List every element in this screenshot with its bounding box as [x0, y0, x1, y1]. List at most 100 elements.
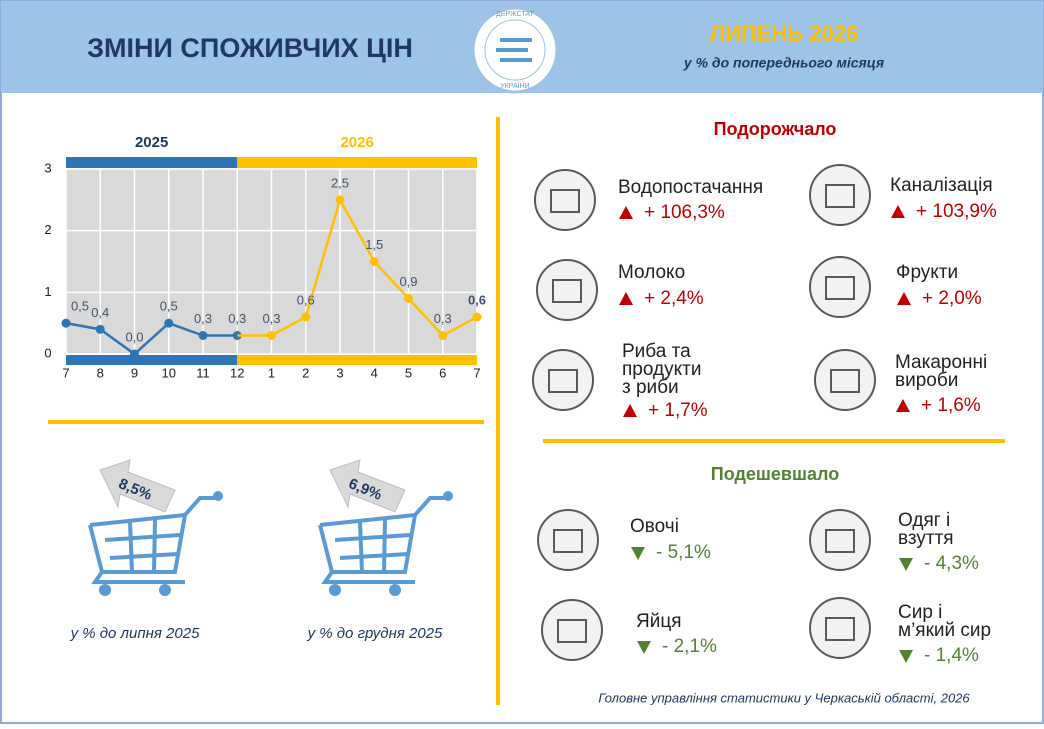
- item-name: Фрукти: [896, 262, 958, 283]
- x-tick-label: 3: [336, 365, 343, 380]
- data-point: [61, 318, 71, 328]
- item-icon-detail: [548, 369, 578, 393]
- cart-handle: [443, 491, 453, 501]
- item-icon: [534, 169, 596, 231]
- data-label: 0,3: [228, 311, 246, 326]
- month: ЛИПЕНЬ 2026: [710, 21, 859, 46]
- trend-arrow: [899, 650, 913, 663]
- item-icon: [814, 349, 876, 411]
- year-band: [66, 157, 238, 168]
- data-label: 0,4: [91, 305, 109, 320]
- item-value: + 103,9%: [916, 201, 997, 222]
- item-name: вироби: [895, 370, 958, 391]
- y-tick-label: 1: [44, 284, 51, 299]
- footer: Головне управління статистики у Черкаськ…: [598, 690, 970, 705]
- x-tick-label: 2: [302, 365, 309, 380]
- trend-arrow: [619, 292, 633, 305]
- item-name: Макаронні: [895, 352, 987, 373]
- x-tick-label: 4: [371, 365, 378, 380]
- x-tick-label: 12: [230, 365, 244, 380]
- subtitle: у % до попереднього місяця: [683, 55, 884, 71]
- data-point: [301, 312, 311, 322]
- data-point: [164, 318, 174, 328]
- x-tick-label: 9: [131, 365, 138, 380]
- item-name: Одяг і: [898, 510, 950, 531]
- data-point: [130, 349, 139, 359]
- x-tick-label: 5: [405, 365, 412, 380]
- data-point: [95, 324, 105, 334]
- item-name: Сир і: [898, 602, 942, 623]
- x-tick-label: 8: [97, 365, 104, 380]
- item-name: продукти: [622, 359, 701, 380]
- cart-wheel: [159, 584, 171, 596]
- item-value: + 1,7%: [648, 400, 708, 421]
- year-label: 2026: [340, 134, 373, 151]
- item-value: + 2,4%: [644, 288, 704, 309]
- item-value: - 1,4%: [924, 645, 979, 666]
- logo-ring: [484, 19, 546, 81]
- item-value: + 106,3%: [644, 202, 725, 223]
- x-tick-label: 7: [62, 365, 69, 380]
- cart-caption: у % до грудня 2025: [307, 625, 443, 642]
- item-name: Яйця: [636, 611, 682, 632]
- data-label: 1,5: [365, 237, 383, 252]
- y-tick-label: 3: [44, 160, 51, 175]
- data-point: [335, 195, 345, 205]
- item-name: з риби: [622, 377, 679, 398]
- x-tick-label: 11: [196, 365, 210, 380]
- item-icon: [809, 597, 871, 659]
- item-value: + 1,6%: [921, 395, 981, 416]
- series-line: [65, 321, 238, 356]
- data-point: [472, 312, 482, 322]
- data-point: [369, 257, 379, 266]
- cart-wheel: [99, 584, 111, 596]
- data-label: 0,5: [160, 299, 178, 314]
- trend-arrow: [899, 558, 913, 571]
- x-tick-label: 1: [268, 365, 275, 380]
- data-point: [438, 331, 448, 340]
- item-name: Овочі: [630, 516, 679, 537]
- y-tick-label: 2: [44, 222, 51, 237]
- item-value: + 2,0%: [922, 288, 982, 309]
- logo-text: ДЕРЖСТАТ: [496, 11, 534, 18]
- trend-arrow: [637, 641, 651, 654]
- data-label: 0,3: [194, 311, 212, 326]
- title: ЗМІНИ СПОЖИВЧИХ ЦІН: [87, 33, 413, 63]
- cart-body: [88, 496, 215, 584]
- trend-arrow: [631, 547, 645, 560]
- trend-arrow: [623, 404, 637, 417]
- item-name: Водопостачання: [618, 177, 763, 198]
- x-tick-label: 6: [439, 365, 446, 380]
- data-point: [404, 294, 413, 303]
- logo-mark: [496, 38, 532, 62]
- logo-text: УКРАЇНИ: [500, 82, 529, 90]
- data-point: [198, 331, 208, 340]
- item-name: взуття: [898, 528, 954, 549]
- rising-title: Подорожчало: [714, 119, 837, 139]
- item-icon-detail: [553, 529, 583, 553]
- data-label: 0,3: [262, 311, 280, 326]
- x-tick-label: 7: [473, 365, 480, 380]
- y-tick-label: 0: [44, 345, 51, 360]
- item-icon: [536, 259, 598, 321]
- item-icon-detail: [825, 529, 855, 553]
- item-name: м’який сир: [898, 620, 991, 641]
- data-label: 0,6: [297, 292, 315, 307]
- data-point: [267, 331, 276, 340]
- trend-arrow: [896, 399, 910, 412]
- falling-title: Подешевшало: [711, 464, 839, 484]
- item-icon-detail: [825, 184, 855, 208]
- x-tick-label: 10: [162, 365, 176, 380]
- item-icon: [537, 509, 599, 571]
- item-icon: [809, 509, 871, 571]
- cart-wheel: [389, 584, 401, 596]
- trend-arrow: [619, 206, 633, 219]
- item-icon-detail: [557, 619, 587, 643]
- item-icon-detail: [552, 279, 582, 303]
- data-label: 0,5: [71, 299, 89, 314]
- item-value: - 2,1%: [662, 636, 717, 657]
- cart-arrow: [329, 459, 406, 513]
- item-icon-detail: [825, 617, 855, 641]
- year-label: 2025: [135, 134, 168, 151]
